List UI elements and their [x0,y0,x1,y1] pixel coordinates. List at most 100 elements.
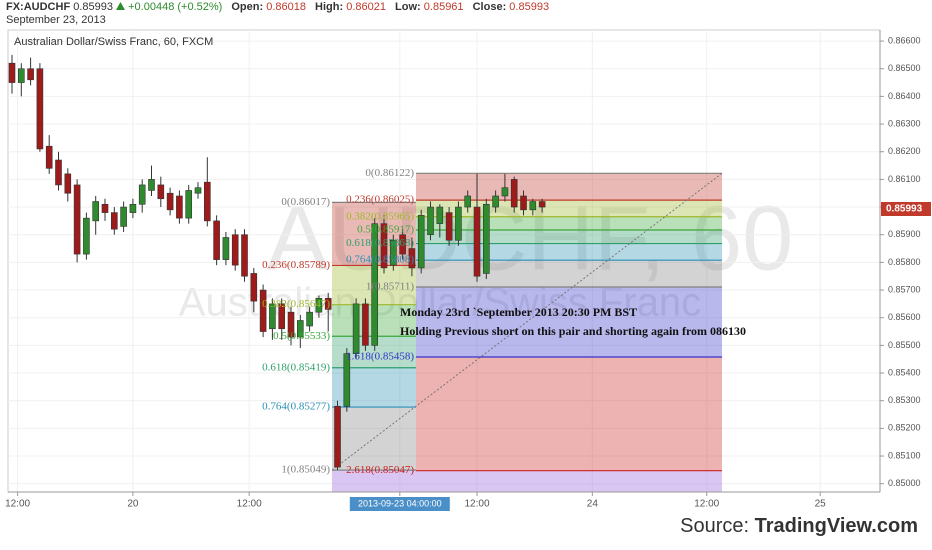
annotation: Monday 23rd `September 2013 20:30 PM BST [400,305,637,319]
candle-body [390,239,397,266]
low-label: Low: [395,1,421,13]
fib-band [332,470,722,492]
y-tick-label: 0.85200 [888,423,921,433]
candle-body [315,298,323,313]
candle-body [138,184,146,205]
candle-body [120,206,127,227]
foreground-layer: 0.86600 0.86500 0.86400 0.86300 0.86200 0.861… [5,30,931,511]
fib-label: 1(0.85049) [281,464,330,476]
fib-label: 0.618(0.85419) [262,361,330,373]
close-value: 0.85993 [509,1,550,13]
fib-label: 0.382(0.85965) [346,210,414,222]
candle-body [380,223,388,269]
candle-body [213,220,220,260]
candle-body [417,215,425,269]
candle-body [324,298,332,310]
open-value: 0.86018 [266,1,306,13]
candle-body [445,212,453,241]
candle-body [101,203,109,213]
candle-body [510,179,518,208]
fib-band [416,173,722,201]
candle-layer [8,54,546,470]
candle-body [297,320,304,338]
candle-body [45,145,53,169]
fib-band [416,243,722,261]
quote-line: FX:AUDCHF 0.85993 +0.00448 (+0.52%) Open… [6,1,555,14]
change: +0.00448 (+0.52%) [128,1,223,13]
last-price: 0.85993 [73,1,113,13]
annotation: Holding Previous short on this pair and … [400,324,746,338]
candle-body [92,201,100,222]
fib-label: 0.5(0.85917) [357,224,414,236]
candle-body [194,187,202,194]
candle-body [83,217,90,255]
y-tick-label: 0.86200 [888,146,921,156]
footer: Source: TradingView.com [680,515,918,538]
chart-title: Australian Dollar/Swiss Franc, 60, FXCM [14,36,213,48]
candle-body [204,181,211,222]
last-price-label: 0.85993 [886,204,923,215]
candle-body [287,311,295,338]
candle-body [250,273,258,302]
source-label: Source: [680,515,750,537]
fib-label: 1(0.85711) [366,281,415,293]
candle-body [157,184,165,200]
candle-body [176,195,183,219]
plot-area [7,29,881,493]
cursor-label-bg [349,497,450,511]
candle-body [334,405,341,468]
candle-body [455,206,462,241]
x-tick-label: 12:00 [465,499,490,510]
candle-body [520,195,527,211]
x-tick-label: 25 [815,499,827,510]
fib-label: 0.5(0.85533) [273,330,330,342]
candle-body [166,192,174,211]
candle-body [408,248,416,269]
fib-band [416,260,722,288]
candle-body [222,237,230,260]
fib-label: 2.618(0.85047) [346,464,414,476]
high-label: High: [315,1,344,13]
candle-body [17,68,25,83]
low-value: 0.85961 [423,1,464,13]
candle-body [352,303,360,354]
candle-body [436,206,444,224]
last-price-tag [881,201,931,216]
fib-label: 1.618(0.85458) [346,351,414,363]
fib-label: 0.764(0.85277) [262,401,330,413]
fib-label: 0(0.86017) [281,196,330,208]
x-tick-label: 20 [127,499,139,510]
candle-body [36,68,44,150]
y-tick-label: 0.85300 [888,395,921,405]
candle-body [73,184,81,255]
fib-layer [331,172,723,492]
up-arrow [116,2,126,10]
fib-band [416,230,722,244]
x-tick-label: 12:00 [694,499,719,510]
y-tick-label: 0.86600 [888,35,921,45]
candle-body [399,234,406,255]
candle-body [371,223,379,346]
candle-body [111,212,118,230]
source: TradingView.com [754,515,918,537]
candle-body [343,353,351,407]
candle-body [185,190,193,219]
fib-label: 0.382(0.85647) [262,298,330,310]
y-tick-label: 0.85600 [888,312,921,322]
high-value: 0.86021 [346,1,386,13]
candle-body [362,303,369,346]
candle-body [148,179,155,191]
candle-body [464,195,472,208]
candle-body [483,203,490,274]
y-tick-label: 0.86100 [888,174,921,184]
y-tick-label: 0.85500 [888,340,921,350]
y-tick-label: 0.85100 [888,450,921,460]
y-tick-label: 0.85700 [888,284,921,294]
candle-body [64,173,72,194]
candle-body [501,187,509,197]
y-tick-label: 0.85800 [888,257,921,267]
x-tick-label: 12:00 [5,499,30,510]
y-tick-label: 0.85000 [888,478,921,488]
